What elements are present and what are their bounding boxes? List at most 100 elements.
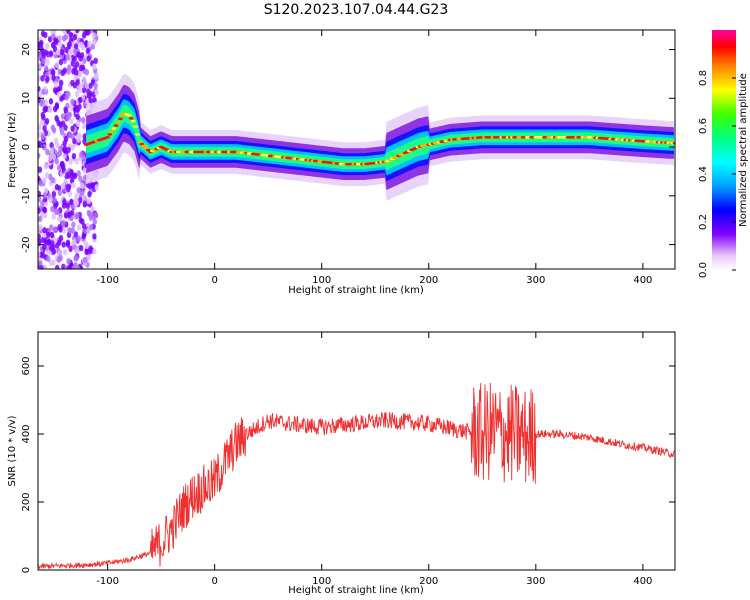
snr-frame [37,331,676,571]
spectrogram-noise-cell [52,197,57,204]
spectrogram-noise-cell [73,197,78,204]
snr-y-tick-label: 0 [21,567,32,573]
spectrogram-noise-cell [65,54,70,61]
spectrogram-noise-cell [86,254,91,261]
spectrogram-noise-cell [55,141,60,149]
snr-y-tick-label: 400 [21,424,32,443]
spectrogram-noise-cell [54,115,59,122]
spectrogram-noise-cell [61,219,66,226]
spectrogram-noise-cell [72,137,77,145]
spectrogram-noise-cell [65,202,71,210]
spectrogram-noise-cell [81,154,87,162]
colorbar-ticks: 0.0 0.2 0.4 0.6 0.8 [698,70,736,278]
spectrogram-noise-cell [81,32,87,39]
spectrogram-peak-cell [111,127,117,130]
spectrogram-noise-cell [82,223,87,230]
spectrogram-noise-cell [78,70,83,78]
spectrogram-noise-cell [44,172,50,179]
spectrogram-peak-cell [135,133,140,136]
spectrogram-noise-cell [86,197,91,205]
spectrogram-noise-cell [68,245,73,253]
spectrogram-peak-cell [133,125,138,128]
snr-x-tick-label: 400 [633,576,652,587]
spectrogram-noise-cell [49,147,55,154]
spectrogram-band-layer [86,104,674,171]
spectrogram-noise-cell [76,187,81,194]
spectrogram-noise-cell [87,40,92,48]
spectrogram-noise-cell [75,120,81,128]
spectrogram-noise-cell [38,96,41,104]
spectrogram-noise-cell [46,249,52,256]
spectrogram-noise-cell [45,58,50,66]
spectrogram-noise-cell [71,68,76,75]
spectrogram-noise-cell [82,133,87,140]
spectrogram-noise-cell [58,121,63,128]
spectrogram-x-axis-label: Height of straight line (km) [288,285,424,296]
spectrogram-noise-cell [56,48,61,56]
spectrogram-noise-cell [49,231,55,239]
spectrogram-noise-cell [78,175,83,182]
spectrogram-noise-cell [62,67,68,74]
spectrogram-noise-cell [66,146,71,154]
spectrogram-noise-cell [61,263,66,269]
spectrogram-noise-cell [40,98,45,105]
spectrogram-noise-cell [82,201,87,208]
spectrogram-noise-cell [60,48,65,56]
spectrogram-y-tick-label: -20 [21,236,32,252]
spectrogram-noise-cell [38,207,41,214]
spectrogram-noise-cell [69,168,74,176]
snr-series-line [38,382,675,570]
spectrogram-noise-cell [72,238,77,246]
spectrogram-peak-cell [113,124,119,127]
spectrogram-noise-cell [94,89,99,96]
spectrogram-noise-cell [87,191,92,198]
spectrogram-noise-cell [74,61,80,68]
spectrogram-noise-cell [48,50,54,57]
spectrogram-noise-cell [57,215,62,223]
spectrogram-peak-cell [672,141,675,145]
spectrogram-noise-cell [93,57,98,65]
spectrogram-noise-cell [53,81,59,88]
spectrogram-noise-cell [60,182,66,190]
spectrogram-noise-cell [57,249,63,257]
snr-x-tick-label: 100 [312,576,331,587]
spectrogram-noise-cell [64,46,69,54]
spectrogram-noise-cell [54,61,60,69]
spectrogram-noise-cell [39,265,44,269]
spectrogram-noise-cell [43,99,49,106]
spectrogram-noise-cell [62,249,68,256]
spectrogram-noise-cell [66,185,71,193]
spectrogram-noise-cell [60,113,66,120]
spectrogram-noise-cell [75,79,80,86]
spectrogram-noise-cell [86,92,92,99]
spectrogram-peak-cell [145,148,151,152]
spectrogram-noise-cell [39,39,44,47]
colorbar-tick-label: 0.2 [698,214,709,230]
spectrogram-noise-cell [51,259,56,266]
spectrogram-noise-cell [53,208,59,215]
spectrogram-noise-cell [43,239,49,246]
spectrogram-noise-cell [75,30,80,34]
spectrogram-band-layer [86,84,674,190]
spectrogram-noise-cell [40,200,45,207]
spectrogram-noise-cell [48,196,53,203]
spectrogram-noise-cell [68,131,73,139]
spectrogram-noise-cell [58,58,64,66]
snr-plot-area [38,382,675,570]
snr-x-tick-label: -100 [96,576,119,587]
spectrogram-noise-cell [78,41,83,48]
spectrogram-noise-cell [78,64,84,72]
spectrogram-noise-cell [72,172,78,180]
spectrogram-noise-cell [58,234,64,242]
spectrogram-noise-cell [69,117,74,124]
spectrogram-noise-cell [38,75,42,82]
spectrogram-peak-cell [126,114,132,117]
spectrogram-noise-cell [40,75,45,82]
spectrogram-noise-cell [81,122,87,130]
snr-x-tick-label: 300 [526,576,545,587]
spectrogram-y-tick-label: -10 [21,188,32,204]
spectrogram-image [38,30,675,269]
spectrogram-noise-cell [38,91,43,98]
spectrogram-noise-cell [49,142,54,149]
